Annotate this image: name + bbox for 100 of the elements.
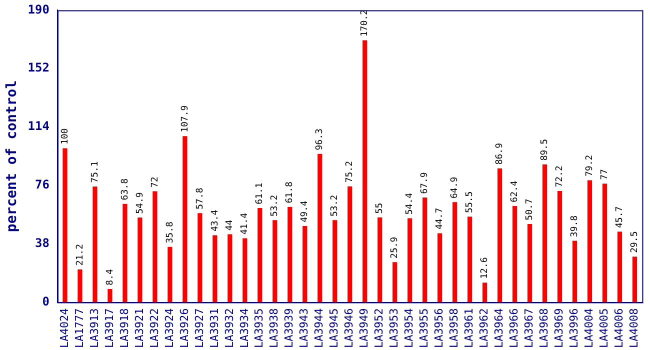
bar	[318, 154, 322, 302]
bar	[92, 186, 98, 302]
data-label: 77	[600, 169, 610, 180]
x-tick-label: LA3918	[118, 308, 131, 348]
data-label: 50.7	[525, 198, 536, 220]
data-label: 55	[375, 202, 386, 214]
x-tick-label: LA3958	[448, 308, 461, 348]
data-label: 8.4	[105, 269, 116, 286]
data-label: 35.8	[165, 222, 176, 244]
x-tick-label: LA4005	[598, 308, 611, 348]
data-label: 25.9	[390, 236, 400, 258]
data-label: 75.2	[345, 160, 356, 183]
data-label: 39.8	[570, 215, 580, 238]
bar	[392, 262, 398, 302]
bar	[152, 191, 158, 302]
bar	[228, 234, 232, 302]
x-tick-label: LA3938	[268, 308, 281, 348]
data-label: 72.2	[555, 166, 566, 188]
x-tick-label: LA3953	[388, 308, 401, 348]
data-label: 21.2	[75, 244, 86, 266]
x-tick-label: LA3956	[432, 308, 446, 348]
bar	[542, 164, 548, 302]
data-label: 54.4	[405, 192, 416, 215]
data-label: 53.2	[270, 194, 280, 216]
bar	[288, 206, 292, 302]
data-label: 170.2	[360, 10, 370, 37]
bar	[497, 168, 502, 302]
x-tick-label: LA4004	[582, 308, 596, 348]
y-tick-label: 76	[35, 178, 50, 192]
data-label: 72	[150, 176, 160, 188]
data-label: 54.9	[135, 192, 146, 214]
x-tick-label: LA3917	[102, 308, 116, 348]
y-tick-label: 38	[35, 236, 50, 250]
x-tick-label: LA3946	[342, 308, 356, 348]
data-label: 45.7	[615, 206, 626, 228]
data-label: 44	[225, 220, 236, 231]
data-label: 49.4	[300, 200, 310, 222]
bar	[242, 238, 248, 302]
x-tick-label: LA3964	[492, 308, 506, 348]
x-tick-label: LA3926	[178, 308, 191, 348]
x-tick-label: LA3996	[568, 308, 581, 348]
data-label: 86.9	[495, 142, 506, 165]
bar	[378, 217, 382, 302]
data-label: 61.8	[285, 182, 296, 204]
data-label: 100	[60, 128, 70, 145]
data-label: 61.1	[255, 182, 266, 204]
x-tick-label: LA3969	[552, 308, 566, 348]
bar	[587, 180, 592, 302]
data-label: 57.8	[195, 188, 206, 210]
x-tick-label: LA3962	[478, 308, 491, 348]
bar	[452, 202, 458, 302]
bar	[198, 213, 202, 302]
x-tick-label: LA3968	[538, 308, 551, 348]
x-tick-label: LA3952	[372, 308, 386, 348]
x-tick-label: LA3961	[462, 308, 476, 348]
x-tick-label: LA3931	[208, 308, 221, 348]
bar	[408, 218, 412, 302]
bar	[512, 206, 518, 302]
bar	[437, 233, 442, 302]
bar	[182, 136, 188, 302]
bar	[557, 190, 562, 302]
x-tick-label: LA3924	[162, 308, 176, 348]
bar	[482, 282, 488, 302]
data-label: 29.5	[630, 231, 640, 253]
data-label: 75.1	[90, 161, 100, 183]
x-tick-label: LA3954	[402, 308, 416, 348]
x-tick-label: LA4024	[58, 308, 71, 348]
data-label: 64.9	[450, 176, 460, 198]
data-label: 41.4	[240, 212, 250, 235]
x-tick-label: LA3943	[298, 308, 311, 348]
x-tick-label: LA3935	[252, 308, 266, 348]
bar	[348, 186, 352, 302]
bar	[572, 240, 578, 302]
y-tick-label: 190	[28, 2, 50, 16]
bar	[602, 184, 608, 302]
x-tick-label: LA4008	[628, 308, 641, 348]
data-label: 62.4	[510, 180, 520, 202]
x-tick-label: LA3949	[358, 308, 371, 348]
bar	[527, 224, 532, 302]
data-label: 63.8	[120, 178, 130, 200]
x-tick-label: LA3955	[418, 308, 431, 348]
x-tick-label: LA3922	[148, 308, 161, 348]
bar	[168, 246, 172, 302]
data-label: 79.2	[585, 154, 596, 177]
bar	[78, 269, 82, 302]
data-label: 55.5	[465, 191, 476, 213]
bar	[362, 40, 368, 302]
data-label: 89.5	[540, 139, 550, 161]
bar	[332, 220, 338, 302]
x-tick-label: LA3944	[312, 308, 326, 348]
bar	[138, 218, 142, 302]
bar	[632, 256, 638, 302]
x-tick-label: LA3967	[522, 308, 536, 348]
bar	[212, 235, 218, 302]
x-tick-label: LA4006	[612, 308, 626, 348]
x-tick-label: LA3932	[222, 308, 236, 348]
bar	[258, 208, 262, 302]
bar	[122, 204, 128, 302]
data-label: 53.2	[330, 194, 340, 216]
bar	[62, 148, 68, 302]
